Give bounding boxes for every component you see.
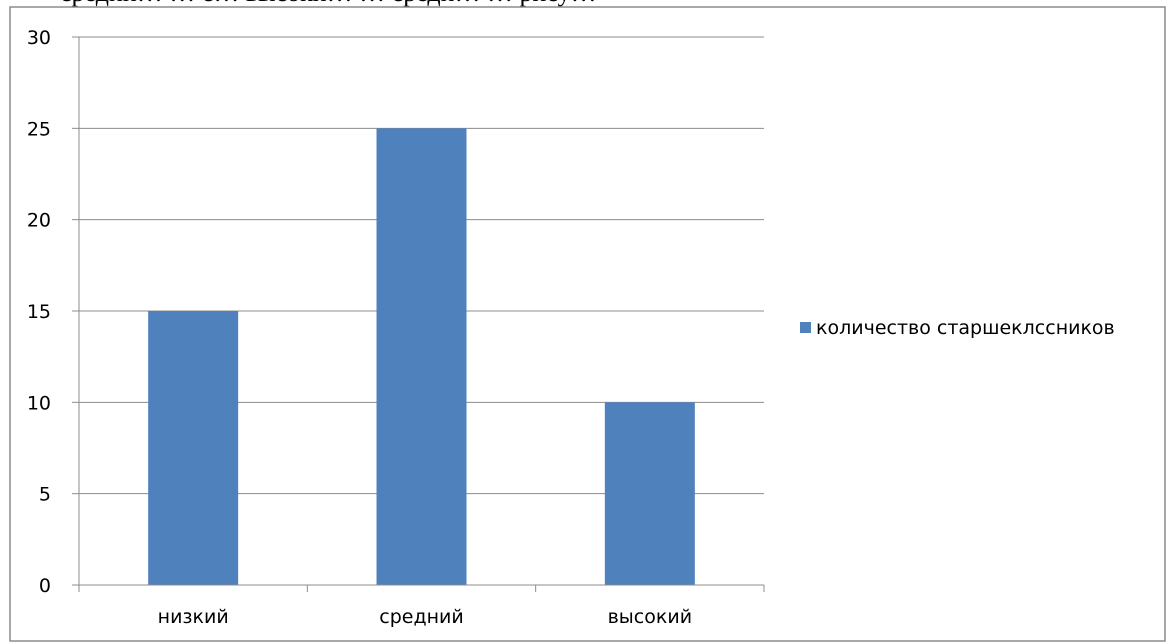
y-tick-label: 30 bbox=[27, 27, 51, 49]
document-text-fragment: средни… … с… высоки… … средн… … рису… bbox=[0, 0, 1175, 8]
legend: количество старшеклссников bbox=[800, 317, 1115, 339]
bar-средний bbox=[376, 128, 467, 586]
legend-swatch bbox=[800, 322, 811, 333]
axes bbox=[72, 36, 765, 592]
bar-низкий bbox=[148, 311, 239, 585]
y-tick-label: 0 bbox=[39, 575, 51, 597]
y-tick-label: 20 bbox=[27, 210, 51, 232]
bar-высокий bbox=[604, 402, 695, 585]
y-tick-label: 25 bbox=[27, 118, 51, 140]
y-tick-labels: 0 5 10 15 20 25 30 bbox=[27, 27, 51, 597]
y-tick-label: 5 bbox=[39, 484, 51, 506]
y-tick-label: 15 bbox=[27, 301, 51, 323]
legend-label: количество старшеклссников bbox=[816, 317, 1115, 339]
x-tick-label: высокий bbox=[608, 606, 692, 628]
bars bbox=[148, 128, 695, 586]
y-tick-label: 10 bbox=[27, 392, 51, 414]
x-tick-labels: низкий средний высокий bbox=[158, 606, 692, 628]
x-tick-label: средний bbox=[379, 606, 463, 628]
x-tick-label: низкий bbox=[158, 606, 229, 628]
